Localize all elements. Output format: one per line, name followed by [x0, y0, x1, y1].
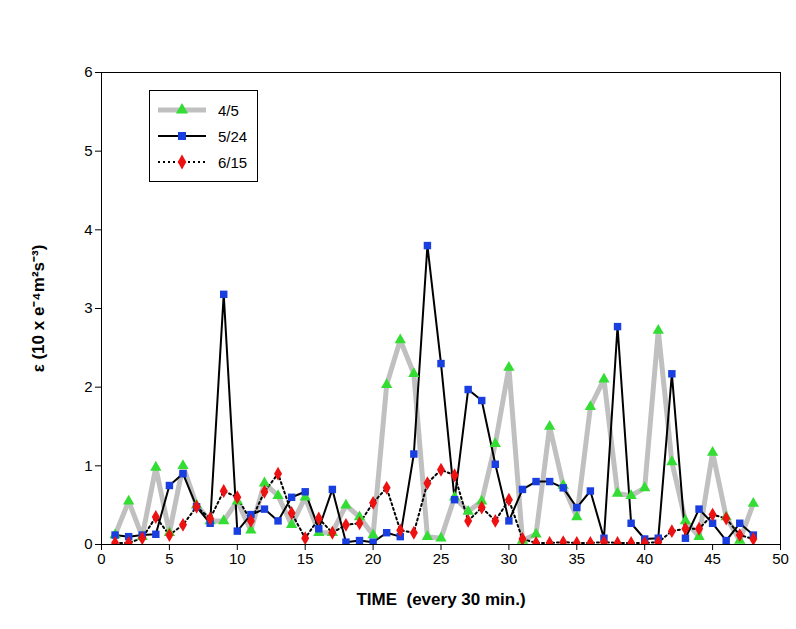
svg-text:6: 6 — [84, 63, 92, 80]
svg-text:0: 0 — [84, 535, 92, 552]
svg-text:40: 40 — [636, 550, 653, 567]
svg-text:1: 1 — [84, 457, 92, 474]
svg-text:ε (10 x e⁻⁴m²s⁻³): ε (10 x e⁻⁴m²s⁻³) — [29, 245, 48, 373]
svg-text:25: 25 — [433, 550, 450, 567]
svg-text:4: 4 — [84, 221, 92, 238]
svg-text:0: 0 — [97, 550, 105, 567]
svg-text:35: 35 — [568, 550, 585, 567]
html-text:4/5: 4/5 — [218, 101, 239, 119]
svg-text:15: 15 — [297, 550, 314, 567]
html-text:6/15: 6/15 — [218, 153, 248, 171]
svg-text:5: 5 — [84, 142, 92, 159]
svg-text:20: 20 — [365, 550, 382, 567]
svg-text:50: 50 — [772, 550, 789, 567]
svg-text:10: 10 — [229, 550, 246, 567]
html-text:5/24: 5/24 — [218, 127, 248, 145]
svg-text:5: 5 — [165, 550, 173, 567]
svg-text:45: 45 — [704, 550, 721, 567]
svg-text:3: 3 — [84, 299, 92, 316]
svg-text:30: 30 — [501, 550, 518, 567]
svg-text:TIME (every 30 min.): TIME (every 30 min.) — [356, 590, 525, 609]
svg-text:2: 2 — [84, 378, 92, 395]
